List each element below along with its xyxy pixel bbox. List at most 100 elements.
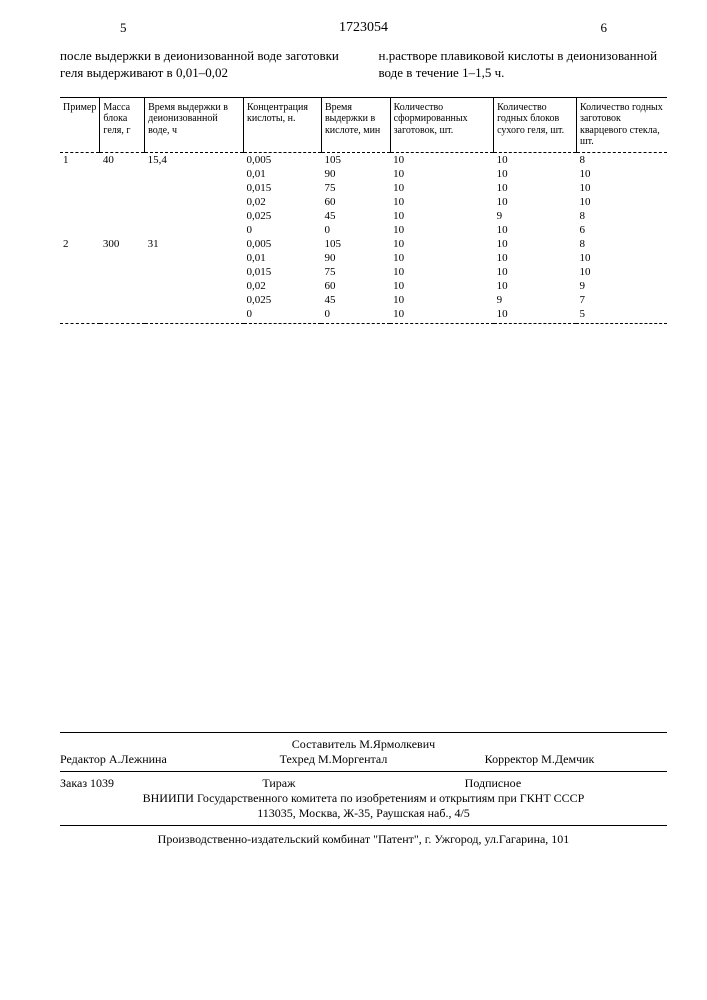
table-cell: 0,015 bbox=[244, 181, 322, 195]
table-cell: 15,4 bbox=[145, 152, 244, 167]
table-cell: 2 bbox=[60, 237, 100, 251]
table-cell: 105 bbox=[321, 237, 390, 251]
table-cell: 10 bbox=[390, 307, 493, 324]
table-cell: 10 bbox=[390, 167, 493, 181]
order-number: Заказ 1039 bbox=[60, 776, 262, 791]
table-cell: 10 bbox=[390, 181, 493, 195]
table-cell bbox=[60, 195, 100, 209]
table-cell: 9 bbox=[494, 293, 577, 307]
table-cell bbox=[100, 279, 145, 293]
table-row: 0,01575101010 bbox=[60, 265, 667, 279]
blank-space bbox=[60, 332, 667, 732]
table-cell: 0,02 bbox=[244, 279, 322, 293]
table-cell: 0,01 bbox=[244, 251, 322, 265]
tirazh: Тираж bbox=[262, 776, 464, 791]
table-cell: 0 bbox=[244, 223, 322, 237]
table-cell: 10 bbox=[494, 307, 577, 324]
credits-block: Составитель М.Ярмолкевич Редактор А.Лежн… bbox=[60, 732, 667, 772]
table-cell: 10 bbox=[494, 223, 577, 237]
table-cell: 10 bbox=[576, 181, 667, 195]
table-cell: 90 bbox=[321, 251, 390, 265]
table-row: 0010106 bbox=[60, 223, 667, 237]
table-cell bbox=[145, 209, 244, 223]
table-cell: 45 bbox=[321, 209, 390, 223]
table-cell bbox=[60, 265, 100, 279]
col-header: Количество годных блоков сухого геля, шт… bbox=[494, 97, 577, 152]
table-cell bbox=[100, 209, 145, 223]
table-cell bbox=[60, 209, 100, 223]
table-cell bbox=[60, 223, 100, 237]
intro-text: после выдержки в деионизованной воде заг… bbox=[60, 48, 667, 82]
table-cell: 300 bbox=[100, 237, 145, 251]
table-cell bbox=[145, 167, 244, 181]
table-cell: 10 bbox=[494, 237, 577, 251]
table-cell: 0,02 bbox=[244, 195, 322, 209]
page: 5 1723054 6 после выдержки в деионизован… bbox=[0, 0, 707, 867]
printer-line: Производственно-издательский комбинат "П… bbox=[60, 826, 667, 847]
biblio-address: 113035, Москва, Ж-35, Раушская наб., 4/5 bbox=[60, 806, 667, 821]
table-cell: 1 bbox=[60, 152, 100, 167]
table-cell bbox=[145, 181, 244, 195]
table-cell: 10 bbox=[576, 251, 667, 265]
table-cell: 31 bbox=[145, 237, 244, 251]
col-header: Количество годных заготовок кварцевого с… bbox=[576, 97, 667, 152]
table-cell bbox=[100, 167, 145, 181]
table-row: 14015,40,00510510108 bbox=[60, 152, 667, 167]
page-header: 5 1723054 6 bbox=[60, 20, 667, 36]
table-row: 0,026010109 bbox=[60, 279, 667, 293]
intro-right-col: н.растворе плавиковой кислоты в деионизо… bbox=[379, 48, 668, 82]
table-cell: 75 bbox=[321, 181, 390, 195]
table-cell: 10 bbox=[390, 265, 493, 279]
table-cell: 8 bbox=[576, 237, 667, 251]
table-cell: 10 bbox=[494, 167, 577, 181]
biblio-org: ВНИИПИ Государственного комитета по изоб… bbox=[60, 791, 667, 806]
corrector: Корректор М.Демчик bbox=[425, 752, 667, 767]
col-header: Время выдержки в деионизованной воде, ч bbox=[145, 97, 244, 152]
table-cell: 0 bbox=[321, 223, 390, 237]
table-row: 0010105 bbox=[60, 307, 667, 324]
col-header: Масса блока геля, г bbox=[100, 97, 145, 152]
table-cell bbox=[100, 265, 145, 279]
table-cell: 45 bbox=[321, 293, 390, 307]
table-cell: 0,025 bbox=[244, 209, 322, 223]
table-cell: 9 bbox=[576, 279, 667, 293]
table-cell bbox=[145, 195, 244, 209]
compiler: Составитель М.Ярмолкевич bbox=[262, 737, 464, 752]
table-row: 0,01575101010 bbox=[60, 181, 667, 195]
table-cell: 60 bbox=[321, 279, 390, 293]
table-cell: 7 bbox=[576, 293, 667, 307]
table-cell: 10 bbox=[576, 167, 667, 181]
table-cell: 90 bbox=[321, 167, 390, 181]
table-cell bbox=[60, 307, 100, 324]
table-cell: 0 bbox=[321, 307, 390, 324]
table-row: 0,0190101010 bbox=[60, 167, 667, 181]
document-number: 1723054 bbox=[339, 20, 388, 36]
intro-left-col: после выдержки в деионизованной воде заг… bbox=[60, 48, 349, 82]
table-head: Пример Масса блока геля, г Время выдержк… bbox=[60, 97, 667, 152]
table-cell bbox=[100, 251, 145, 265]
col-header: Время выдержки в кислоте, мин bbox=[321, 97, 390, 152]
table-cell: 0 bbox=[244, 307, 322, 324]
table-cell: 10 bbox=[494, 181, 577, 195]
table-cell: 8 bbox=[576, 152, 667, 167]
table-row: 0,025451097 bbox=[60, 293, 667, 307]
table-cell: 10 bbox=[494, 265, 577, 279]
col-header: Количество сформированных заготовок, шт. bbox=[390, 97, 493, 152]
table-cell: 10 bbox=[494, 279, 577, 293]
table-cell: 10 bbox=[390, 223, 493, 237]
editor-blank bbox=[60, 737, 262, 752]
subscription: Подписное bbox=[465, 776, 667, 791]
table-cell bbox=[145, 265, 244, 279]
table-cell bbox=[60, 181, 100, 195]
table-cell: 105 bbox=[321, 152, 390, 167]
table-cell: 10 bbox=[390, 237, 493, 251]
table-cell: 0,025 bbox=[244, 293, 322, 307]
table-cell bbox=[145, 251, 244, 265]
tech-editor: Техред М.Моргентал bbox=[242, 752, 424, 767]
table-cell: 10 bbox=[576, 195, 667, 209]
table-cell: 9 bbox=[494, 209, 577, 223]
table-cell: 10 bbox=[390, 251, 493, 265]
table-cell: 0,01 bbox=[244, 167, 322, 181]
table-cell bbox=[60, 167, 100, 181]
table-cell bbox=[100, 223, 145, 237]
